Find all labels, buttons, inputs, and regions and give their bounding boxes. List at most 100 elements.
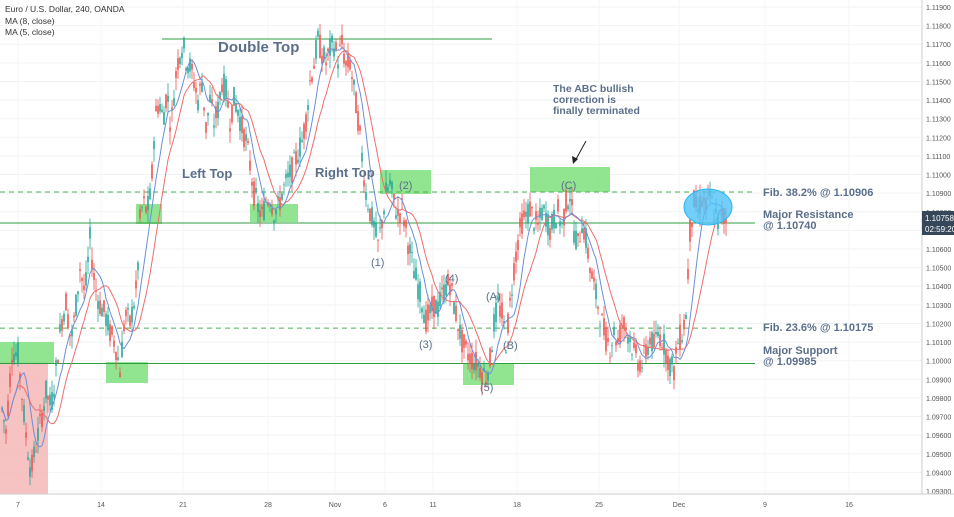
time-tick-label: 7 bbox=[16, 502, 20, 509]
candle-body bbox=[589, 267, 591, 273]
candle-body bbox=[153, 141, 155, 150]
candle-body bbox=[301, 140, 303, 142]
candle-body bbox=[411, 251, 413, 253]
candle-body bbox=[313, 65, 315, 69]
candle-body bbox=[561, 222, 563, 224]
candle-body bbox=[463, 334, 465, 348]
candle-body bbox=[283, 184, 285, 186]
price-tick-label: 1.10400 bbox=[926, 284, 951, 291]
candle-body bbox=[65, 293, 67, 311]
candle-body bbox=[239, 117, 241, 131]
candle-body bbox=[521, 213, 523, 234]
candle-body bbox=[623, 317, 625, 329]
candle-body bbox=[523, 210, 525, 218]
ma-5-legend[interactable]: MA (5, close) bbox=[5, 27, 55, 37]
candle-body bbox=[145, 206, 147, 213]
candle-body bbox=[429, 305, 431, 314]
candle-body bbox=[117, 357, 119, 360]
candle-body bbox=[603, 318, 605, 336]
candle-body bbox=[433, 295, 435, 318]
candle-body bbox=[687, 268, 689, 280]
candle-body bbox=[359, 125, 361, 131]
candle-body bbox=[47, 396, 49, 400]
candle-body bbox=[681, 340, 683, 343]
candle-body bbox=[575, 230, 577, 249]
price-axis[interactable]: 1.11900 1.11800 1.11700 1.11600 1.11500 1.114… bbox=[921, 0, 951, 496]
candle-body bbox=[235, 103, 237, 112]
candle-body bbox=[71, 328, 73, 337]
price-tick-label: 1.09900 bbox=[926, 377, 951, 384]
candle-body bbox=[137, 262, 139, 271]
candle-body bbox=[557, 199, 559, 212]
candle-body bbox=[231, 105, 233, 123]
candle-body bbox=[9, 373, 11, 387]
candle-body bbox=[495, 302, 497, 322]
candle-body bbox=[419, 281, 421, 302]
candle-body bbox=[147, 196, 149, 211]
abc-note-line3: finally terminated bbox=[553, 105, 640, 117]
candle-body bbox=[635, 344, 637, 354]
price-tick-label: 1.11500 bbox=[926, 79, 951, 86]
candle-body bbox=[649, 337, 651, 345]
candle-body bbox=[441, 287, 443, 290]
candle-body bbox=[303, 123, 305, 139]
candle-body bbox=[53, 393, 55, 398]
candle-body bbox=[103, 300, 105, 312]
candle-body bbox=[515, 251, 517, 262]
candle-body bbox=[323, 47, 325, 61]
candle-body bbox=[559, 221, 561, 226]
candle-body bbox=[335, 42, 337, 50]
wave-3-label: (3) bbox=[419, 339, 432, 351]
candle-body bbox=[73, 315, 75, 318]
candle-body bbox=[405, 220, 407, 228]
candle-body bbox=[725, 217, 727, 224]
candle-body bbox=[333, 48, 335, 57]
candle-body bbox=[243, 129, 245, 148]
candle-body bbox=[685, 314, 687, 320]
candle-body bbox=[39, 413, 41, 416]
candle-body bbox=[619, 324, 621, 343]
candle-body bbox=[369, 208, 371, 222]
price-tick-label: 1.11000 bbox=[926, 173, 951, 180]
candle-body bbox=[373, 220, 375, 228]
candle-body bbox=[427, 304, 429, 321]
ma-8-legend[interactable]: MA (8, close) bbox=[5, 16, 55, 26]
candle-body bbox=[187, 67, 189, 73]
wave-1-label: (1) bbox=[371, 257, 384, 269]
candle-body bbox=[157, 105, 159, 114]
price-tick-label: 1.10500 bbox=[926, 266, 951, 273]
candle-body bbox=[227, 101, 229, 108]
candle-body bbox=[425, 309, 427, 332]
candle-body bbox=[203, 107, 205, 111]
candle-body bbox=[197, 100, 199, 111]
candle-body bbox=[21, 398, 23, 400]
candle-body bbox=[347, 53, 349, 68]
candle-body bbox=[577, 233, 579, 237]
time-tick-label: 11 bbox=[429, 502, 436, 509]
candle-body bbox=[319, 34, 321, 58]
current-price-countdown: 02:59:20 bbox=[925, 225, 954, 234]
candle-body bbox=[125, 309, 127, 317]
candle-body bbox=[485, 381, 487, 384]
candle-body bbox=[93, 272, 95, 280]
candle-body bbox=[223, 73, 225, 100]
price-tick-label: 1.11700 bbox=[926, 42, 951, 49]
candle-body bbox=[493, 314, 495, 332]
candle-body bbox=[567, 205, 569, 210]
candle-body bbox=[173, 98, 175, 106]
candle-body bbox=[321, 55, 323, 64]
price-tick-label: 1.10900 bbox=[926, 191, 951, 198]
time-axis[interactable]: 7 14 21 28 Nov 6 11 18 25 Dec 9 16 bbox=[0, 493, 954, 509]
candle-body bbox=[599, 326, 601, 328]
support-resistance-zones bbox=[0, 167, 610, 494]
candle-body bbox=[507, 313, 509, 334]
candle-body bbox=[139, 209, 141, 219]
candle-body bbox=[119, 372, 121, 378]
candle-body bbox=[151, 164, 153, 179]
candle-body bbox=[547, 214, 549, 236]
candle-body bbox=[19, 373, 21, 380]
candle-body bbox=[445, 284, 447, 296]
symbol-title: Euro / U.S. Dollar, 240, OANDA bbox=[5, 4, 125, 14]
